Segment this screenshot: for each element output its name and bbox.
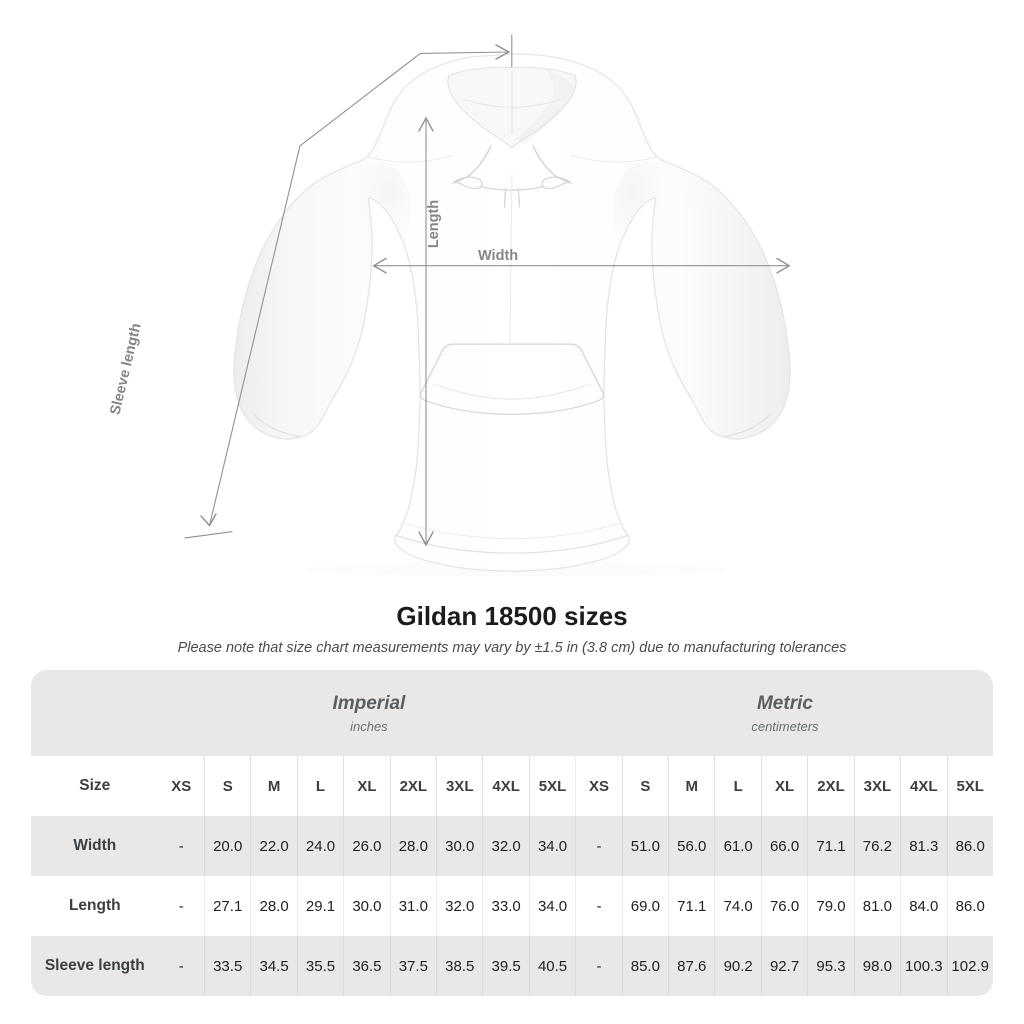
svg-text:Width: Width <box>478 248 518 264</box>
svg-text:Sleeve length: Sleeve length <box>107 322 144 417</box>
svg-text:Length: Length <box>426 200 442 248</box>
